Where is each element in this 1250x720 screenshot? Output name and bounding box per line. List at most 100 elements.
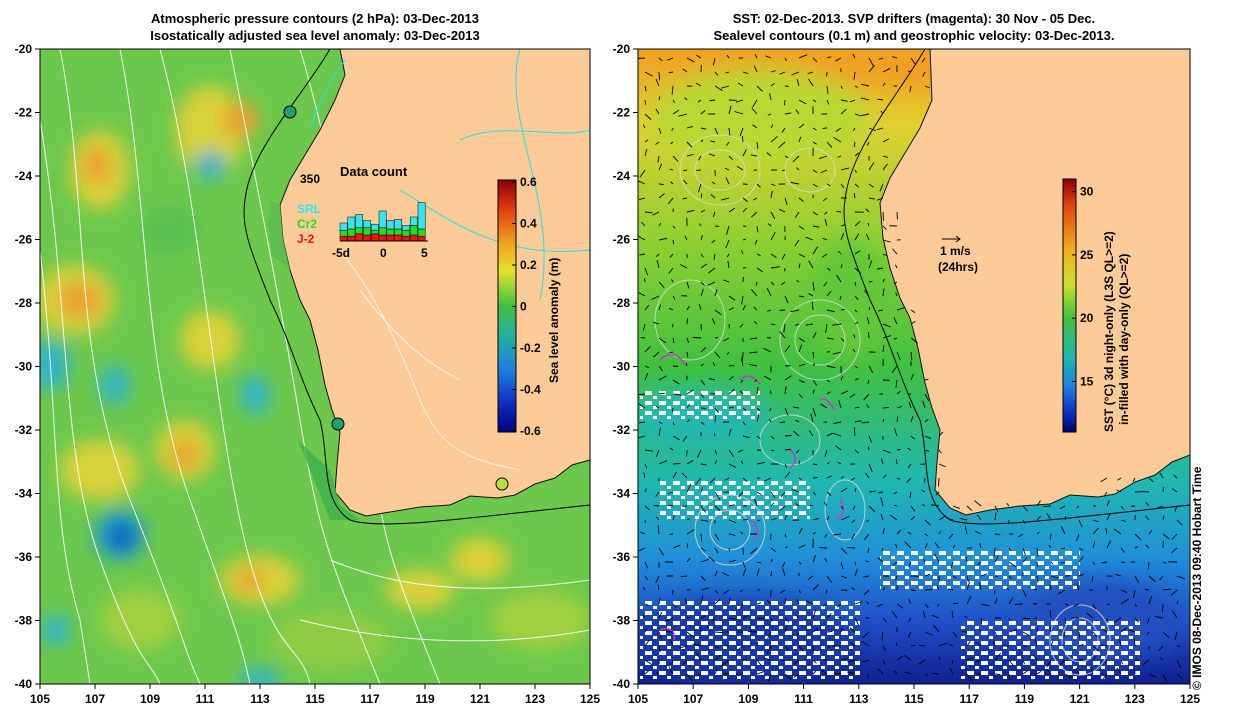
x-tick-label: 117 xyxy=(360,692,380,706)
x-tick-label: 109 xyxy=(140,692,160,706)
x-tick-label: 115 xyxy=(904,692,924,706)
x-tick-label: 123 xyxy=(1125,692,1145,706)
inset-bar xyxy=(339,235,348,242)
colorbar-tick: -0.4 xyxy=(520,383,541,397)
y-tick-label: -20 xyxy=(613,42,631,56)
inset-bar xyxy=(417,235,426,242)
y-tick-label: -30 xyxy=(15,360,33,374)
x-tick-label: 117 xyxy=(960,692,980,706)
inset-bar xyxy=(417,202,426,230)
y-tick-label: -26 xyxy=(613,233,631,247)
x-tick-label: 113 xyxy=(250,692,270,706)
colorbar-tick: 0.4 xyxy=(520,217,537,231)
inset-bar xyxy=(347,228,356,237)
colorbar-tick: 25 xyxy=(1080,248,1094,262)
left-title-line2: Isostatically adjusted sea level anomaly… xyxy=(150,28,480,43)
y-tick-label: -28 xyxy=(613,296,631,310)
y-tick-label: -38 xyxy=(613,614,631,628)
velocity-scale-sublabel: (24hrs) xyxy=(938,260,978,274)
x-tick-label: 125 xyxy=(1180,692,1200,706)
x-tick-label: 121 xyxy=(470,692,490,706)
inset-bar xyxy=(370,233,379,242)
left-title: Atmospheric pressure contours (2 hPa): 0… xyxy=(40,10,590,44)
colorbar-tick: -0.6 xyxy=(520,424,541,438)
inset-title: Data count xyxy=(340,164,408,179)
y-tick-label: -36 xyxy=(15,550,33,564)
y-tick-label: -22 xyxy=(15,106,33,120)
y-tick-label: -24 xyxy=(15,169,33,183)
x-tick-label: 111 xyxy=(196,692,215,706)
colorbar-tick: 0.6 xyxy=(520,175,537,189)
sea-level-colorbar: 0.6 0.4 0.2 0 -0.2 -0.4 -0.6 Sea level anomaly… xyxy=(497,175,561,438)
x-tick-label: 119 xyxy=(415,692,435,706)
colorbar-tick: 15 xyxy=(1080,374,1094,388)
y-tick-label: -32 xyxy=(613,423,631,437)
colorbar-tick: 0 xyxy=(520,300,527,314)
y-tick-label: -30 xyxy=(613,360,631,374)
inset-bar xyxy=(355,233,364,242)
inset-legend-j2: J-2 xyxy=(297,232,315,246)
x-tick-label: 113 xyxy=(849,692,869,706)
inset-bar xyxy=(363,234,371,242)
cyan-contours xyxy=(309,49,590,301)
velocity-scale-label: 1 m/s xyxy=(940,244,971,258)
y-tick-label: -36 xyxy=(613,550,631,564)
imos-credit: © IMOS 08-Dec-2013 09:40 Hobart Time xyxy=(1190,466,1204,690)
right-title: SST: 02-Dec-2013. SVP drifters (magenta)… xyxy=(638,10,1190,44)
anomaly-field xyxy=(40,85,590,684)
inset-bar xyxy=(378,227,387,236)
x-tick-label: 107 xyxy=(85,692,105,706)
left-title-line1: Atmospheric pressure contours (2 hPa): 0… xyxy=(151,11,479,26)
colorbar-tick: 0.2 xyxy=(520,258,537,272)
inset-bar xyxy=(394,234,403,242)
tide-gauge-marker[interactable] xyxy=(331,417,345,431)
inset-bar xyxy=(378,234,387,242)
inset-bar xyxy=(370,223,379,231)
sea-level-anomaly-map: Data count 350 SRL Cr2 J-2 -5d 0 5 0.60.… xyxy=(15,42,600,706)
inset-bar xyxy=(370,229,379,235)
right-title-line1: SST: 02-Dec-2013. SVP drifters (magenta)… xyxy=(732,11,1096,26)
geostrophic-velocity-arrows xyxy=(638,53,1185,682)
x-tick-label: 125 xyxy=(580,692,600,706)
x-tick-label: 107 xyxy=(683,692,703,706)
velocity-scale: 1 m/s (24hrs) xyxy=(938,235,978,274)
tide-gauge-marker[interactable] xyxy=(495,477,509,491)
inset-bar xyxy=(394,219,403,230)
y-tick-label: -32 xyxy=(15,423,33,437)
colorbar-tick: -0.2 xyxy=(520,341,541,355)
y-tick-label: -38 xyxy=(15,614,33,628)
inset-bar xyxy=(378,210,387,229)
y-tick-label: -28 xyxy=(15,296,33,310)
colorbar-tick: 20 xyxy=(1080,311,1094,325)
inset-bar xyxy=(386,228,395,236)
x-tick-label: 115 xyxy=(305,692,325,706)
inset-bar xyxy=(409,225,418,236)
inset-bar xyxy=(409,216,418,226)
inset-bar xyxy=(394,228,403,236)
right-axes: 105 107 109 111 113 115 117 119 121 123 125 -20 -22 -… xyxy=(613,42,1201,706)
inset-bar xyxy=(347,235,356,242)
inset-bar xyxy=(363,220,371,229)
inset-legend-cr2: Cr2 xyxy=(297,217,317,231)
inset-bar xyxy=(386,220,395,230)
inset-bar xyxy=(355,214,364,229)
x-tick-label: 119 xyxy=(1015,692,1035,706)
inset-x-tick: -5d xyxy=(332,246,350,260)
inset-bar xyxy=(339,229,348,237)
inset-legend-srl: SRL xyxy=(297,202,321,216)
sea-level-contours xyxy=(654,134,1111,676)
right-title-line2: Sealevel contours (0.1 m) and geostrophi… xyxy=(713,28,1115,43)
sst-colorbar-sublabel: in-filled with day-only (QL>=2) xyxy=(1117,254,1131,425)
inset-bar xyxy=(402,225,410,231)
inset-bar xyxy=(402,235,410,242)
x-tick-label: 121 xyxy=(1070,692,1090,706)
y-tick-label: -40 xyxy=(613,677,631,691)
inset-bar xyxy=(402,229,410,237)
left-axes: 105 107 109 111 113 115 117 119 121 123 125 -20 -22 -… xyxy=(15,42,600,706)
x-tick-label: 111 xyxy=(794,692,813,706)
inset-bar xyxy=(339,222,348,231)
x-tick-label: 105 xyxy=(628,692,648,706)
drifter-tracks xyxy=(659,353,845,641)
x-tick-label: 109 xyxy=(738,692,758,706)
tide-gauge-marker[interactable] xyxy=(283,105,297,119)
